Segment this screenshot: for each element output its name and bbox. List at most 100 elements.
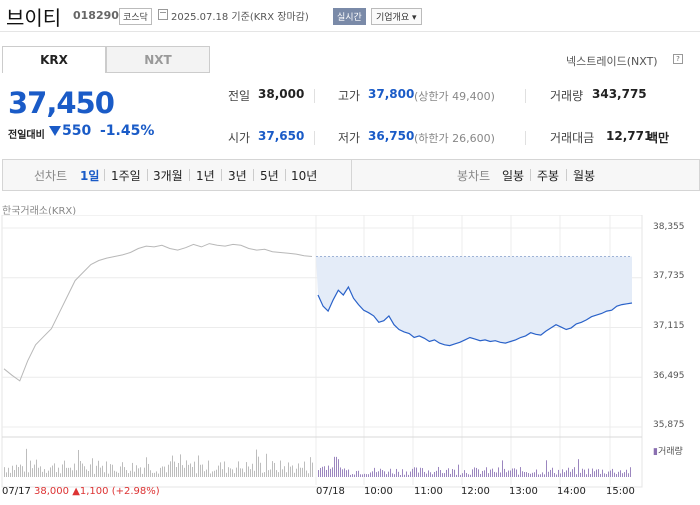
period-weekly-candle[interactable]: 주봉 bbox=[537, 169, 560, 183]
volume-bar bbox=[382, 470, 383, 477]
volume-bar bbox=[568, 467, 569, 477]
volume-bar bbox=[278, 472, 279, 477]
price-chart[interactable] bbox=[0, 215, 700, 505]
volume-bar bbox=[148, 463, 149, 477]
period-3y[interactable]: 3년 bbox=[228, 169, 247, 183]
volume-bar bbox=[36, 459, 37, 477]
volume-bar bbox=[292, 465, 293, 477]
volume-bar bbox=[282, 469, 283, 477]
volume-bar bbox=[522, 471, 523, 477]
volume-bar bbox=[52, 465, 53, 477]
volume-bar bbox=[68, 467, 69, 477]
volume-bar bbox=[82, 463, 83, 477]
volume-bar bbox=[554, 473, 555, 477]
nxt-link[interactable]: 넥스트레이드(NXT) bbox=[566, 55, 658, 68]
volume-bar bbox=[254, 470, 255, 477]
prev-day-date: 07/17 bbox=[2, 486, 31, 497]
volume-bar bbox=[542, 472, 543, 477]
volume-bar bbox=[236, 467, 237, 477]
period-3m[interactable]: 3개월 bbox=[153, 169, 183, 183]
volume-bar bbox=[372, 471, 373, 477]
help-icon[interactable]: ? bbox=[673, 54, 683, 64]
period-daily-candle[interactable]: 일봉 bbox=[502, 169, 525, 183]
period-1d[interactable]: 1일 bbox=[80, 169, 100, 183]
period-10y[interactable]: 10년 bbox=[291, 169, 318, 183]
volume-bar bbox=[502, 460, 503, 477]
volume-bar bbox=[286, 472, 287, 477]
open-label: 시가 bbox=[228, 131, 251, 145]
volume-bar bbox=[564, 472, 565, 477]
volume-bar bbox=[484, 470, 485, 477]
volume-bar bbox=[272, 461, 273, 477]
volume-bar bbox=[104, 472, 105, 477]
y-tick-label: 38,355 bbox=[653, 222, 685, 232]
volume-bar bbox=[158, 473, 159, 477]
divider bbox=[566, 169, 567, 181]
volume-bar bbox=[202, 464, 203, 477]
volume-bar bbox=[308, 473, 309, 477]
volume-bar bbox=[192, 466, 193, 477]
volume-bar bbox=[630, 467, 631, 477]
volume-bar bbox=[588, 468, 589, 477]
volume-bar bbox=[28, 472, 29, 477]
volume-bar bbox=[88, 470, 89, 477]
volume-bar bbox=[344, 468, 345, 477]
period-monthly-candle[interactable]: 월봉 bbox=[573, 169, 596, 183]
volume-bar bbox=[152, 472, 153, 477]
volume-bar bbox=[48, 470, 49, 477]
volume-bar bbox=[530, 473, 531, 477]
volume-bar bbox=[556, 474, 557, 477]
volume-bar bbox=[570, 471, 571, 477]
volume-bar bbox=[340, 467, 341, 477]
divider bbox=[189, 169, 190, 181]
volume-bar bbox=[238, 461, 239, 477]
volume-bar bbox=[580, 472, 581, 477]
volume-bar bbox=[188, 464, 189, 477]
period-1y[interactable]: 1년 bbox=[196, 169, 215, 183]
period-5y[interactable]: 5년 bbox=[260, 169, 279, 183]
volume-bar bbox=[206, 469, 207, 477]
volume-bar bbox=[498, 467, 499, 477]
volume-bar bbox=[182, 465, 183, 477]
volume-bar bbox=[448, 468, 449, 477]
tab-krx[interactable]: KRX bbox=[2, 46, 106, 73]
volume-bar bbox=[306, 470, 307, 477]
volume-bar bbox=[376, 472, 377, 477]
volume-bar bbox=[140, 467, 141, 477]
volume-bar bbox=[504, 468, 505, 477]
volume-bar bbox=[224, 461, 225, 477]
amount-value: 12,771 bbox=[606, 129, 653, 143]
company-info-button[interactable]: 기업개요 ▾ bbox=[371, 8, 422, 25]
tab-nxt[interactable]: NXT bbox=[106, 46, 210, 73]
volume-bar bbox=[130, 470, 131, 477]
volume-bar bbox=[284, 466, 285, 477]
y-tick-label: 37,735 bbox=[653, 271, 685, 281]
volume-bar bbox=[258, 456, 259, 477]
prev-close-label: 전일 bbox=[228, 89, 251, 103]
volume-bar bbox=[430, 472, 431, 477]
volume-bar bbox=[628, 473, 629, 477]
x-tick-label: 15:00 bbox=[606, 486, 635, 497]
volume-bar bbox=[328, 465, 329, 477]
period-1w[interactable]: 1주일 bbox=[111, 169, 141, 183]
volume-bar bbox=[240, 468, 241, 477]
x-tick-label: 07/18 bbox=[316, 486, 345, 497]
realtime-badge[interactable]: 실시간 bbox=[333, 8, 366, 25]
volume-bar bbox=[60, 473, 61, 477]
volume-bar bbox=[516, 469, 517, 477]
volume-bar bbox=[20, 464, 21, 477]
volume-bar bbox=[612, 468, 613, 477]
volume-bar bbox=[512, 468, 513, 477]
volume-bar bbox=[386, 474, 387, 477]
volume-bar bbox=[578, 459, 579, 477]
volume-bar bbox=[80, 461, 81, 477]
volume-bar bbox=[330, 468, 331, 477]
volume-bar bbox=[198, 455, 199, 477]
x-tick-label: 14:00 bbox=[557, 486, 586, 497]
volume-bar bbox=[126, 470, 127, 477]
volume-bar bbox=[310, 457, 311, 477]
volume-bar bbox=[42, 471, 43, 477]
open-value: 37,650 bbox=[258, 129, 305, 143]
volume-bar bbox=[120, 466, 121, 477]
volume-bar bbox=[468, 474, 469, 477]
